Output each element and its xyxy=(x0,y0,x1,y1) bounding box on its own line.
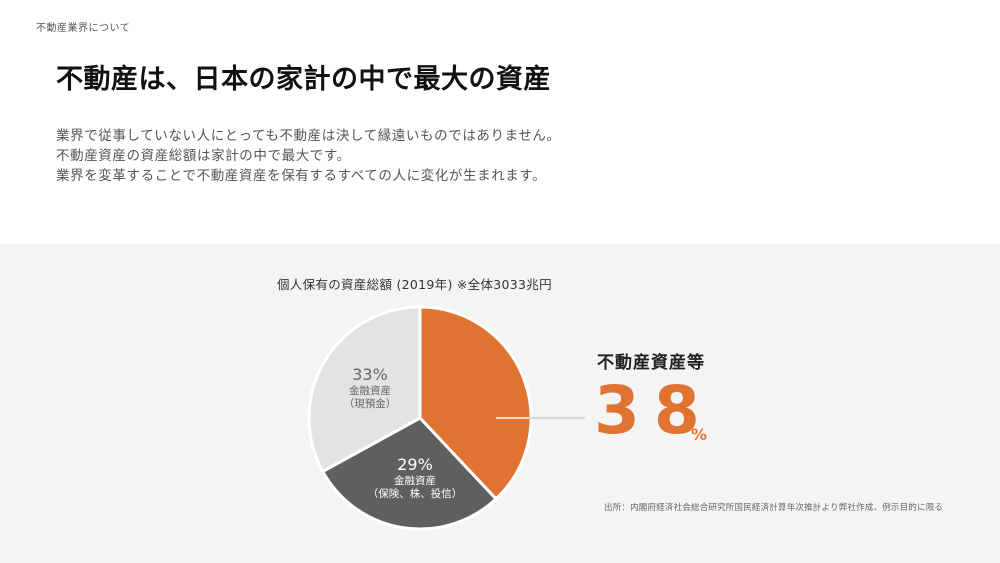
slice-pct-securities: 29% xyxy=(397,455,433,474)
highlight-value: 38 xyxy=(594,372,714,449)
pie-slice-cash xyxy=(307,305,422,473)
slice-desc-securities-sub: （保険、株、投信） xyxy=(367,488,463,501)
lead-line-3: 業界を変革することで不動産資産を保有するすべての人に変化が生まれます。 xyxy=(56,168,547,184)
slice-desc-securities: 金融資産 xyxy=(394,475,436,487)
pie-slices xyxy=(307,305,533,531)
highlight-label: 不動産資産等 xyxy=(597,353,705,373)
section-label: 不動産業界について xyxy=(36,23,131,34)
slice-desc-cash-sub: （現預金） xyxy=(343,398,397,411)
slice-label-securities: 29% 金融資産 （保険、株、投信） xyxy=(360,455,470,501)
pie-slice-real-estate xyxy=(418,305,533,501)
slice-desc-cash: 金融資産 xyxy=(349,385,391,397)
lead-text: 業界で従事していない人にとっても不動産は決して縁遠いものではありません。 不動産… xyxy=(56,126,561,186)
slice-label-cash: 33% 金融資産 （現預金） xyxy=(330,365,410,411)
chart-title: 個人保有の資産総額 (2019年) ※全体3033兆円 xyxy=(277,277,552,292)
lead-line-1: 業界で従事していない人にとっても不動産は決して縁遠いものではありません。 xyxy=(56,128,561,144)
pie-slice-securities xyxy=(321,416,498,531)
page-title: 不動産は、日本の家計の中で最大の資産 xyxy=(56,64,551,95)
lead-line-2: 不動産資産の資産総額は家計の中で最大です。 xyxy=(56,148,351,164)
source-note: 出所：内閣府経済社会総合研究所国民経済計算年次推計より弊社作成、例示目的に限る xyxy=(604,503,944,513)
highlight-unit: % xyxy=(691,425,708,444)
slice-pct-cash: 33% xyxy=(352,365,388,384)
